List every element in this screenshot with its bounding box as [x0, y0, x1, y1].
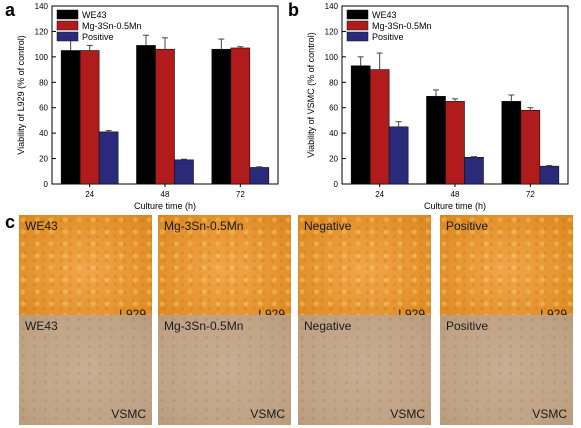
- bar: [369, 69, 390, 185]
- y-tick-label: 0: [44, 180, 49, 189]
- y-tick-label: 60: [39, 104, 48, 113]
- y-axis-label: Viability of VSMC (% of control): [306, 32, 316, 157]
- micrograph-label: WE43: [25, 219, 58, 233]
- legend-swatch: [56, 31, 79, 42]
- cell-type-label: VSMC: [390, 407, 425, 421]
- panel-label-a: a: [5, 0, 16, 20]
- y-tick-label: 40: [39, 129, 48, 138]
- micrograph-positive-l929: Positive L929: [440, 215, 573, 325]
- bar: [98, 131, 119, 185]
- micrograph-mg-vsmc: Mg-3Sn-0.5Mn VSMC: [158, 315, 291, 425]
- bar: [350, 65, 371, 185]
- y-tick-label: 20: [329, 155, 338, 164]
- legend-swatch: [56, 20, 79, 31]
- micrograph-we43-l929: WE43 L929: [19, 215, 152, 325]
- micrograph-label: Positive: [446, 319, 489, 333]
- y-tick-label: 20: [39, 155, 48, 164]
- y-tick-label: 120: [325, 27, 339, 36]
- bar: [211, 48, 232, 185]
- x-tick-label: 24: [85, 190, 94, 199]
- bar: [230, 47, 251, 185]
- bar: [426, 95, 446, 185]
- y-tick-label: 0: [334, 180, 339, 189]
- bar: [501, 101, 522, 185]
- bar: [445, 101, 465, 185]
- legend-label: WE43: [82, 10, 107, 20]
- legend-swatch: [346, 9, 369, 20]
- chart-b: 0 20 40 60 80 100 120 140 Viability of VSMC (% o…: [290, 0, 581, 212]
- bar: [539, 165, 560, 185]
- chart-a: 0 20 40 60 80 100 120 140 Viability of L929 (% o…: [0, 0, 290, 212]
- legend-swatch: [346, 20, 369, 31]
- legend-label: Positive: [372, 32, 404, 42]
- bar: [60, 50, 81, 185]
- x-axis-label: Culture time (h): [134, 201, 196, 211]
- y-tick-label: 100: [35, 53, 49, 62]
- micrograph-label: Positive: [446, 219, 489, 233]
- bar: [136, 45, 156, 185]
- micrograph-mg-l929: Mg-3Sn-0.5Mn L929: [158, 215, 291, 325]
- legend-label: Positive: [82, 32, 114, 42]
- y-tick-label: 140: [325, 2, 339, 11]
- bar: [155, 48, 175, 185]
- chart-b-svg: 0 20 40 60 80 100 120 140 Viability of VSMC (% o…: [306, 2, 569, 211]
- x-tick-label: 24: [375, 190, 384, 199]
- y-tick-label: 60: [329, 104, 338, 113]
- x-tick-label: 72: [236, 190, 245, 199]
- bar: [249, 167, 270, 185]
- cell-type-label: VSMC: [250, 407, 285, 421]
- panel-label-b: b: [288, 0, 299, 20]
- y-axis-label: Viability of L929 (% of control): [16, 35, 26, 154]
- y-tick-label: 80: [39, 78, 48, 87]
- y-tick-label: 120: [35, 27, 49, 36]
- x-tick-label: 48: [451, 190, 460, 199]
- micrograph-label: Negative: [304, 219, 352, 233]
- bar: [388, 126, 409, 185]
- cell-type-label: VSMC: [532, 407, 567, 421]
- micrograph-label: WE43: [25, 319, 58, 333]
- legend-swatch: [56, 9, 79, 20]
- legend-label: Mg-3Sn-0.5Mn: [82, 21, 142, 31]
- micrograph-positive-vsmc: Positive VSMC: [440, 315, 573, 425]
- bar: [79, 50, 100, 185]
- x-tick-label: 48: [161, 190, 170, 199]
- micrograph-label: Mg-3Sn-0.5Mn: [164, 219, 244, 233]
- bar: [520, 109, 541, 185]
- legend-label: Mg-3Sn-0.5Mn: [372, 21, 432, 31]
- x-axis-label: Culture time (h): [424, 201, 486, 211]
- y-tick-label: 140: [35, 2, 49, 11]
- legend-label: WE43: [372, 10, 397, 20]
- cell-type-label: VSMC: [111, 407, 146, 421]
- bar: [174, 159, 194, 185]
- micrograph-label: Negative: [304, 319, 352, 333]
- bar: [464, 157, 484, 185]
- micrograph-we43-vsmc: WE43 VSMC: [19, 315, 152, 425]
- micrograph-label: Mg-3Sn-0.5Mn: [164, 319, 244, 333]
- y-tick-label: 80: [329, 78, 338, 87]
- legend-swatch: [346, 31, 369, 42]
- y-tick-label: 40: [329, 129, 338, 138]
- x-tick-label: 72: [526, 190, 535, 199]
- y-tick-label: 100: [325, 53, 339, 62]
- chart-a-svg: 0 20 40 60 80 100 120 140 Viability of L929 (% o…: [16, 2, 279, 211]
- micrograph-negative-l929: Negative L929: [298, 215, 431, 325]
- panel-label-c: c: [5, 212, 16, 232]
- micrograph-negative-vsmc: Negative VSMC: [298, 315, 431, 425]
